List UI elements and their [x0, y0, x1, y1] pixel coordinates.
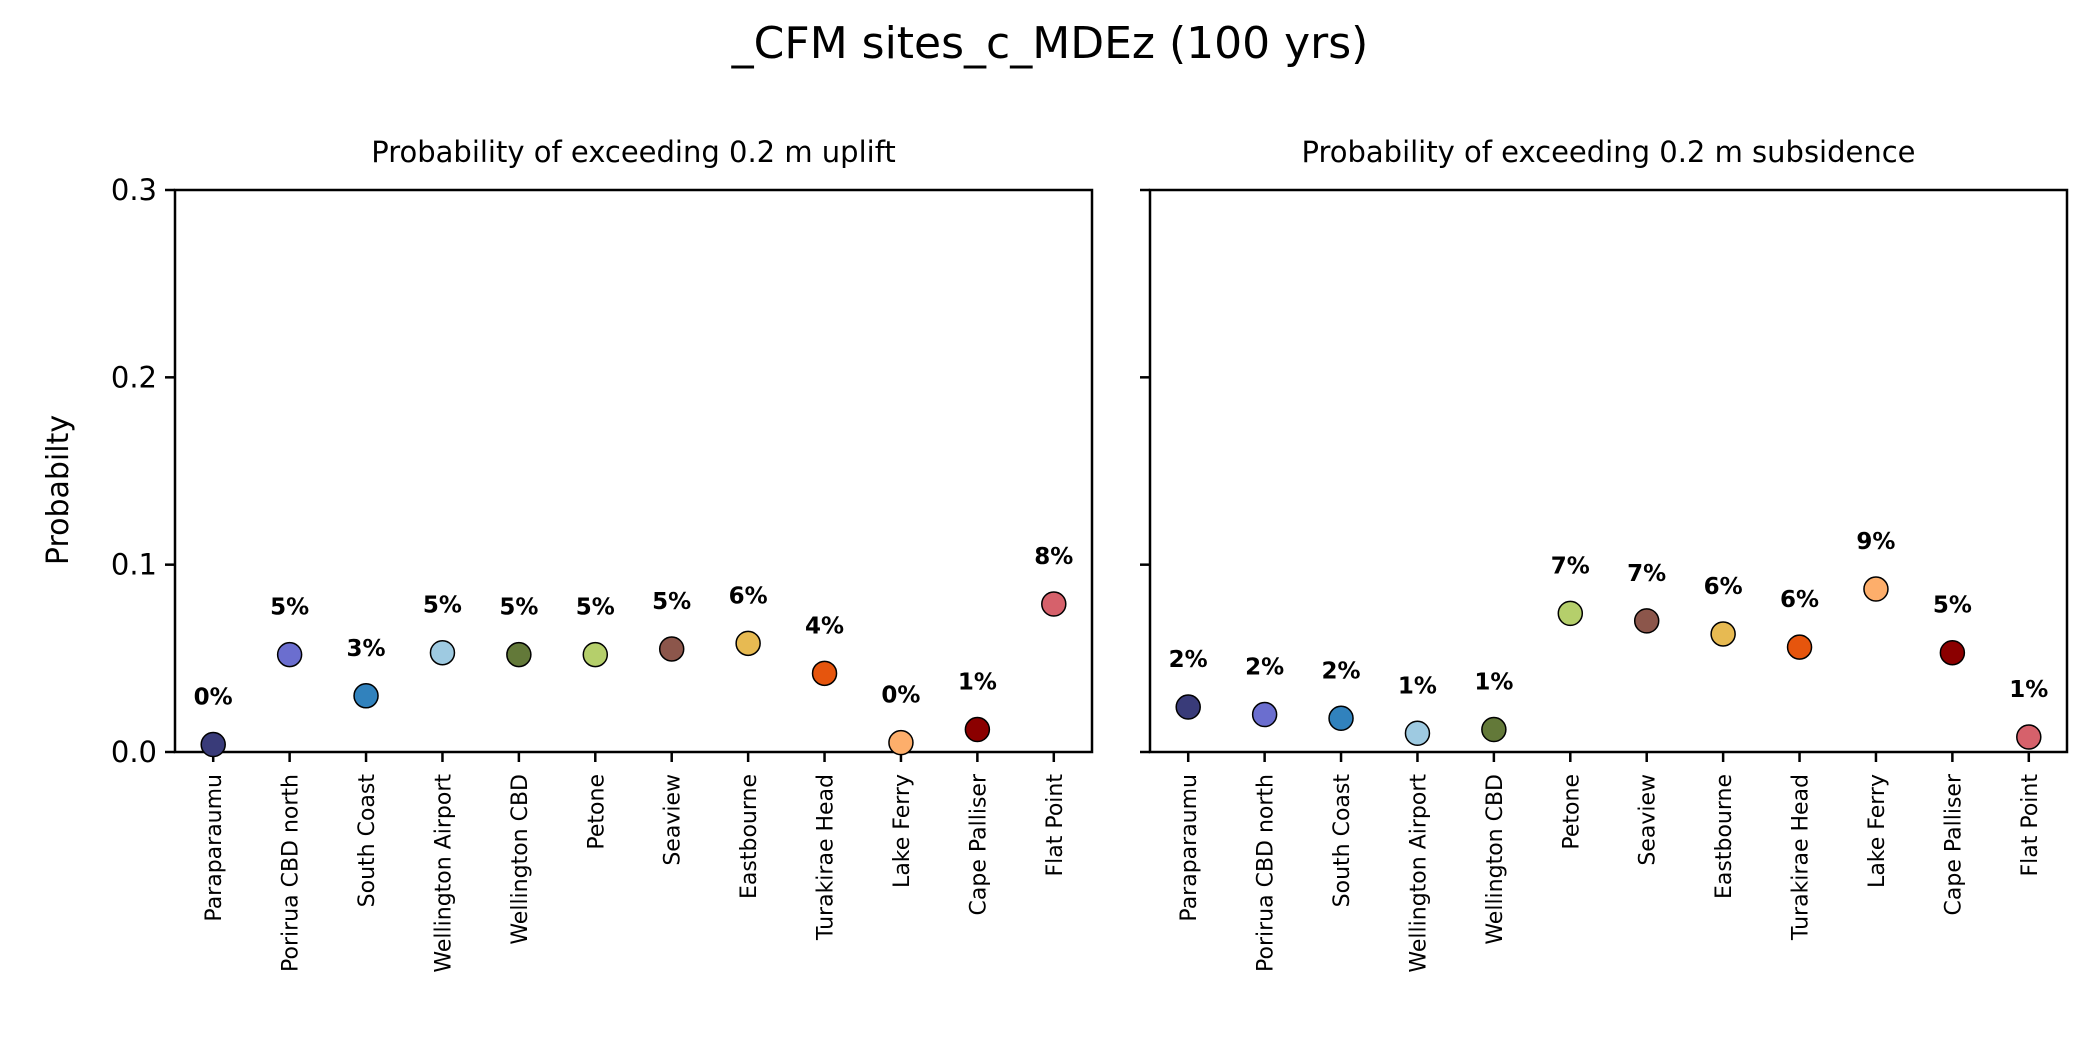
x-tick-label: Eastbourne: [1712, 774, 1737, 899]
data-label: 0%: [194, 685, 233, 711]
x-tick-label: Seaview: [661, 774, 686, 866]
x-tick-label: Cape Palliser: [966, 773, 991, 915]
x-tick-label: Porirua CBD north: [1254, 774, 1279, 972]
x-tick-label: Flat Point: [1043, 774, 1068, 877]
x-tick-label: Petone: [584, 774, 609, 850]
data-point: [2016, 724, 2042, 750]
x-tick-label: Wellington CBD: [1483, 774, 1508, 945]
data-point: [1863, 576, 1889, 602]
data-label: 5%: [652, 589, 691, 615]
x-tick-label: South Coast: [355, 774, 380, 908]
data-label: 6%: [1780, 587, 1819, 613]
panel-title: Probability of exceeding 0.2 m subsidenc…: [1301, 135, 1915, 169]
data-label: 8%: [1034, 544, 1073, 570]
data-point: [1786, 634, 1813, 660]
y-tick-label: 0.0: [111, 735, 157, 769]
data-label: 2%: [1169, 647, 1208, 673]
data-point: [506, 641, 532, 668]
data-label: 5%: [576, 595, 615, 621]
data-label: 6%: [729, 583, 768, 609]
data-label: 1%: [1398, 673, 1437, 699]
x-tick-label: South Coast: [1330, 774, 1355, 908]
data-point: [1557, 600, 1584, 627]
data-point: [582, 641, 609, 668]
data-point: [200, 731, 226, 758]
panel-subsidence: Probability of exceeding 0.2 m subsidenc…: [1140, 135, 2069, 973]
axes-frame: [1148, 188, 2069, 754]
data-label: 1%: [958, 670, 997, 696]
x-tick-label: Eastbourne: [737, 774, 762, 899]
data-label: 7%: [1627, 561, 1666, 587]
x-tick-label: Cape Palliser: [1941, 773, 1966, 915]
x-tick-label: Turakirae Head: [1789, 774, 1814, 941]
data-point: [276, 641, 303, 668]
x-tick-label: Wellington Airport: [431, 774, 456, 973]
data-label: 5%: [423, 593, 462, 619]
panel-title: Probability of exceeding 0.2 m uplift: [371, 135, 896, 169]
x-tick-label: Petone: [1559, 774, 1584, 850]
y-tick-label: 0.2: [111, 360, 157, 394]
data-label: 5%: [1933, 593, 1972, 619]
figure-title: _CFM sites_c_MDEz (100 yrs): [731, 18, 1369, 69]
data-point: [1404, 720, 1431, 747]
x-tick-label: Paraparaumu: [1177, 774, 1202, 922]
x-tick-label: Paraparaumu: [202, 774, 227, 922]
x-tick-label: Turakirae Head: [814, 774, 839, 941]
data-point: [1328, 705, 1354, 732]
y-tick-label: 0.3: [111, 173, 157, 207]
data-point: [888, 729, 914, 756]
data-label: 5%: [499, 595, 538, 621]
data-point: [1633, 608, 1660, 634]
data-point: [964, 716, 991, 743]
data-label: 9%: [1856, 529, 1895, 555]
data-point: [1481, 716, 1507, 743]
data-label: 7%: [1551, 553, 1590, 579]
x-tick-label: Lake Ferry: [1865, 774, 1890, 888]
y-axis-label: Probabilty: [41, 415, 76, 565]
data-label: 4%: [805, 613, 844, 639]
data-point: [1175, 694, 1201, 720]
data-label: 1%: [1474, 670, 1513, 696]
data-label: 2%: [1245, 655, 1284, 681]
x-tick-label: Lake Ferry: [890, 774, 915, 888]
data-label: 6%: [1704, 574, 1743, 600]
x-tick-label: Flat Point: [2018, 774, 2043, 877]
data-point: [429, 639, 456, 666]
x-tick-label: Porirua CBD north: [279, 774, 304, 972]
data-point: [1041, 591, 1067, 617]
data-point: [811, 660, 838, 687]
data-label: 0%: [881, 683, 920, 709]
x-tick-label: Seaview: [1636, 774, 1661, 866]
data-point: [353, 683, 379, 709]
data-point: [658, 636, 685, 662]
panel-uplift: Probability of exceeding 0.2 m uplift 0.0…: [111, 135, 1094, 973]
data-label: 1%: [2009, 677, 2048, 703]
data-label: 3%: [347, 636, 386, 662]
y-tick-label: 0.1: [111, 548, 157, 582]
data-label: 2%: [1322, 658, 1361, 684]
x-tick-label: Wellington CBD: [508, 774, 533, 945]
data-label: 5%: [270, 595, 309, 621]
data-point: [1251, 701, 1278, 728]
data-point: [1710, 621, 1736, 647]
axes-frame: [173, 188, 1094, 754]
data-point: [1939, 639, 1966, 666]
data-point: [735, 630, 761, 657]
x-tick-label: Wellington Airport: [1406, 774, 1431, 973]
